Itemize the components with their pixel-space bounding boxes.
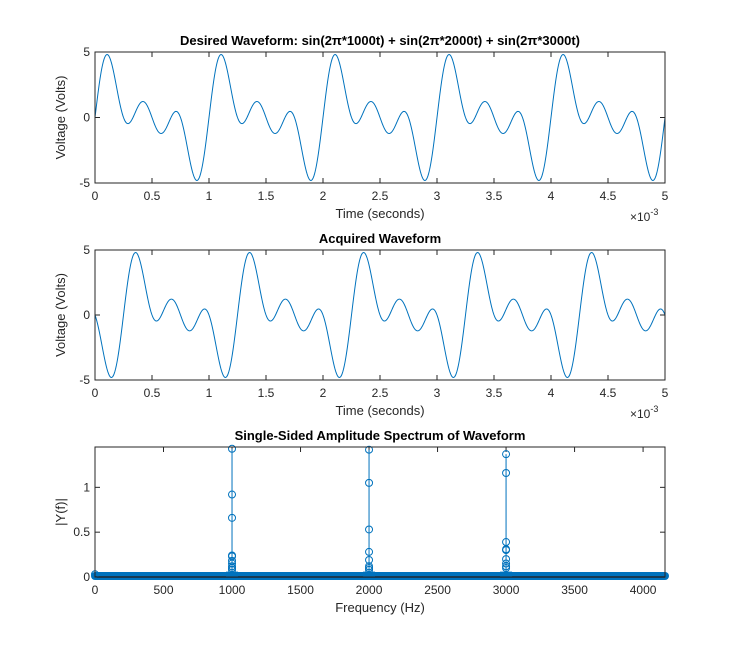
axes-box [94, 51, 666, 184]
x-exponent-power: -3 [650, 207, 658, 217]
x-tick-label: 3.5 [486, 386, 503, 400]
stem-marker [228, 513, 237, 522]
x-exponent-power: -3 [650, 404, 658, 414]
axes-2: Acquired Waveform 0 0.5 1 1.5 2 2.5 3 3.5 4 4.5 5 -5… [53, 231, 669, 421]
x-tick-label: 4 [548, 386, 555, 400]
y-tick-label: 0 [83, 111, 90, 125]
y-tick-label: 0 [83, 570, 90, 584]
stem-marker [228, 444, 237, 453]
y-axis-label: Voltage (Volts) [53, 273, 68, 357]
x-tick-label: 2.5 [372, 189, 389, 203]
x-tick-label: 2000 [356, 583, 383, 597]
x-tick-label: 3 [434, 189, 441, 203]
x-tick-label: 3000 [493, 583, 520, 597]
x-tick-label: 1000 [219, 583, 246, 597]
x-tick-label: 500 [153, 583, 173, 597]
x-tick-label: 4.5 [600, 386, 617, 400]
stem-marker [502, 564, 511, 573]
x-tick-label: 4.5 [600, 189, 617, 203]
stem-marker [365, 445, 374, 454]
x-tick-label: 5 [662, 189, 669, 203]
y-tick-label: -5 [79, 176, 90, 190]
waveform-line [94, 252, 666, 378]
stem-marker [365, 525, 374, 534]
x-tick-label: 5 [662, 386, 669, 400]
y-tick-label: 0 [83, 308, 90, 322]
x-tick-label: 3500 [561, 583, 588, 597]
x-tick-label: 1.5 [258, 386, 275, 400]
x-tick-label: 0 [92, 189, 99, 203]
stem-marker [228, 559, 237, 568]
stem-marker [365, 565, 374, 574]
x-exponent-base: ×10 [630, 210, 651, 224]
stem-marker [502, 469, 511, 477]
chart-title: Single-Sided Amplitude Spectrum of Wavef… [235, 428, 526, 443]
y-tick-label: 1 [83, 480, 90, 494]
y-axis-label: |Y(f)| [53, 498, 68, 526]
x-exponent-label: ×10-3 [630, 207, 658, 224]
x-tick-label: 2 [320, 189, 327, 203]
x-tick-label: 1.5 [258, 189, 275, 203]
y-tick-label: 0.5 [73, 525, 90, 539]
x-tick-label: 2500 [424, 583, 451, 597]
x-tick-label: 3.5 [486, 189, 503, 203]
stem-marker [502, 546, 511, 555]
stem-marker [365, 555, 374, 564]
y-tick-label: 5 [83, 45, 90, 59]
x-exponent-base: ×10 [630, 407, 651, 421]
x-axis-label: Time (seconds) [335, 403, 424, 418]
stem-marker [502, 450, 511, 459]
x-tick-label: 0 [92, 386, 99, 400]
x-axis-label: Frequency (Hz) [335, 600, 425, 615]
x-tick-label: 0.5 [144, 386, 161, 400]
x-tick-label: 4000 [630, 583, 657, 597]
x-exponent-label: ×10-3 [630, 404, 658, 421]
y-tick-label: -5 [79, 373, 90, 387]
x-tick-label: 2 [320, 386, 327, 400]
x-axis-label: Time (seconds) [335, 206, 424, 221]
stem-marker [228, 565, 237, 574]
x-tick-label: 2.5 [372, 386, 389, 400]
stem-marker [228, 490, 237, 499]
x-tick-label: 1 [206, 189, 213, 203]
x-tick-label: 4 [548, 189, 555, 203]
axes-3: Single-Sided Amplitude Spectrum of Wavef… [53, 428, 669, 615]
x-tick-label: 0 [92, 583, 99, 597]
waveform-line [94, 54, 666, 181]
stem-marker [502, 559, 511, 568]
y-tick-label: 5 [83, 243, 90, 257]
y-axis-label: Voltage (Volts) [53, 76, 68, 160]
x-tick-label: 0.5 [144, 189, 161, 203]
stem-marker [365, 547, 374, 556]
stem-marker [365, 478, 374, 487]
axes-box [94, 249, 666, 381]
x-tick-label: 1 [206, 386, 213, 400]
axes-1: Desired Waveform: sin(2π*1000t) + sin(2π… [53, 33, 669, 224]
axes-box [94, 446, 666, 578]
x-tick-label: 1500 [287, 583, 314, 597]
chart-title: Acquired Waveform [319, 231, 441, 246]
x-tick-label: 3 [434, 386, 441, 400]
chart-title: Desired Waveform: sin(2π*1000t) + sin(2π… [180, 33, 580, 48]
